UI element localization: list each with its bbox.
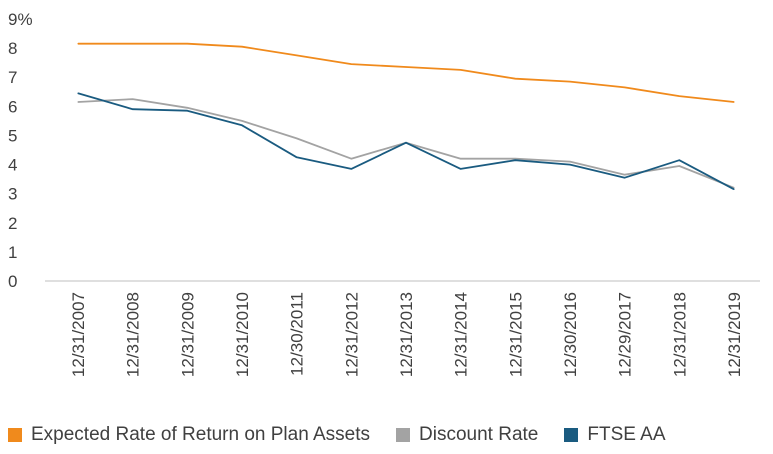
data-point [186, 43, 188, 45]
legend-swatch-gray [396, 428, 411, 442]
data-point [350, 158, 352, 160]
series-lines [77, 42, 735, 191]
data-point [569, 163, 571, 166]
data-point [296, 137, 298, 139]
data-point [569, 161, 571, 163]
data-point [405, 142, 407, 144]
y-tick-label: 3 [8, 185, 17, 204]
y-tick-label: 7 [8, 68, 17, 87]
legend-swatch-orange [8, 428, 22, 442]
x-tick-label: 12/31/2012 [342, 292, 361, 377]
data-point [296, 156, 298, 158]
series-line-0 [78, 42, 735, 103]
legend-swatch-blue [564, 428, 579, 442]
data-point [460, 158, 462, 160]
data-point [569, 80, 571, 83]
data-point [132, 98, 134, 100]
data-point [241, 120, 243, 122]
x-tick-label: 12/31/2015 [506, 292, 525, 377]
x-tick-label: 12/31/2009 [178, 292, 197, 377]
y-tick-label: 9% [8, 10, 33, 29]
data-point [460, 69, 462, 71]
x-tick-label: 12/31/2018 [670, 292, 689, 377]
data-point [733, 188, 735, 190]
legend-item-discount-rate: Discount Rate [396, 424, 538, 446]
y-tick-label: 0 [8, 272, 17, 291]
data-point [678, 95, 680, 97]
y-tick-label: 4 [8, 156, 17, 175]
data-point [77, 92, 79, 94]
x-tick-label: 12/31/2008 [124, 292, 143, 377]
data-point [77, 43, 79, 45]
data-point [132, 108, 134, 110]
legend-item-ftse-aa: FTSE AA [564, 424, 666, 446]
data-point [350, 168, 352, 170]
legend: Expected Rate of Return on Plan Assets D… [8, 420, 768, 450]
data-point [733, 101, 735, 103]
data-point [624, 174, 626, 176]
x-tick-label: 12/31/2010 [233, 292, 252, 377]
y-tick-label: 8 [8, 39, 17, 58]
y-tick-label: 2 [8, 214, 17, 233]
y-axis-ticks: 0 1 2 3 4 5 6 7 8 9% [8, 10, 33, 291]
data-point [678, 159, 680, 161]
x-tick-label: 12/31/2013 [397, 292, 416, 377]
data-point [405, 66, 407, 68]
x-tick-label: 12/31/2007 [69, 292, 88, 377]
data-point [514, 158, 516, 160]
data-point [132, 43, 134, 45]
data-point [350, 63, 352, 65]
legend-item-expected-return: Expected Rate of Return on Plan Assets [8, 424, 370, 446]
data-point [624, 86, 626, 89]
data-point [186, 110, 188, 112]
data-point [624, 177, 626, 179]
data-point [241, 46, 243, 48]
x-tick-label: 12/31/2019 [725, 292, 744, 377]
x-tick-label: 12/31/2014 [452, 292, 471, 377]
data-point [296, 54, 298, 56]
legend-label: Expected Rate of Return on Plan Assets [31, 424, 371, 445]
x-axis-ticks: 12/31/2007 12/31/2008 12/31/2009 12/31/2010… [69, 292, 744, 377]
legend-label: FTSE AA [587, 424, 666, 445]
y-tick-label: 6 [8, 97, 17, 116]
data-point [460, 168, 462, 170]
data-point [77, 101, 79, 103]
y-tick-label: 1 [8, 243, 17, 262]
data-point [241, 124, 243, 126]
y-tick-label: 5 [8, 126, 17, 145]
x-tick-label: 12/30/2016 [561, 292, 580, 377]
data-point [186, 107, 188, 109]
data-point [514, 78, 516, 80]
legend-label: Discount Rate [419, 424, 539, 445]
series-line-2 [77, 92, 735, 191]
x-tick-label: 12/29/2017 [616, 292, 635, 377]
data-point [514, 159, 516, 161]
x-tick-label: 12/30/2011 [288, 292, 307, 376]
data-point [678, 165, 680, 167]
